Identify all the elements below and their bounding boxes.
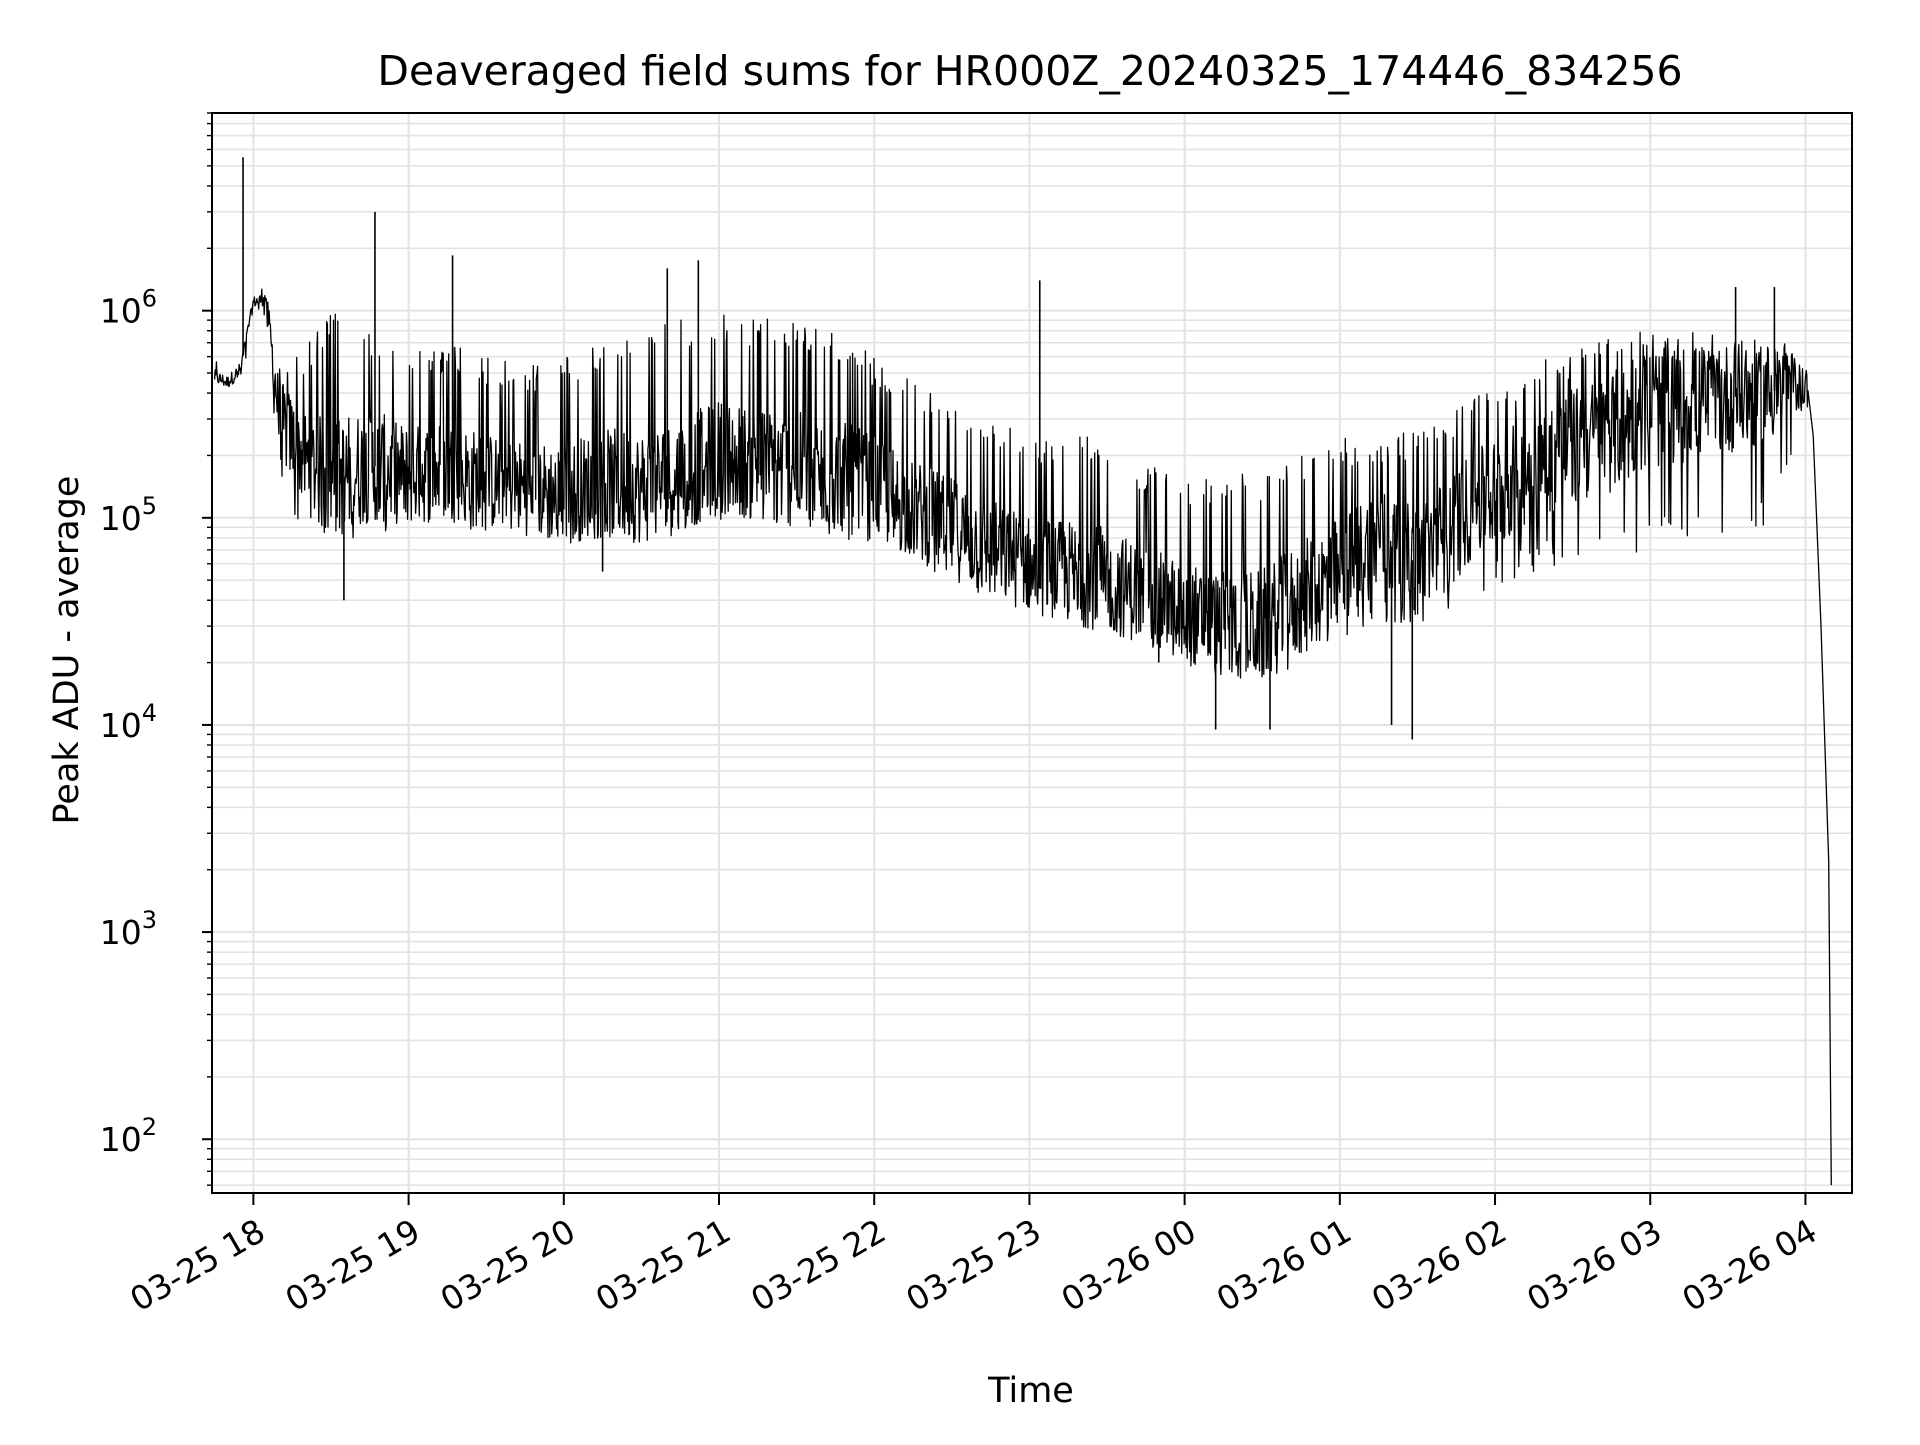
y-tick-base: 10	[100, 706, 142, 745]
plot-area-frame	[211, 112, 1853, 1194]
y-tick-label: 102	[100, 1113, 157, 1159]
y-tick-label: 105	[100, 492, 157, 538]
y-tick-exponent: 6	[142, 285, 157, 313]
y-tick-base: 10	[100, 1120, 142, 1159]
chart-title: Deaveraged field sums for HR000Z_2024032…	[377, 47, 1682, 95]
x-axis-label: Time	[987, 1371, 1074, 1411]
y-tick-exponent: 4	[142, 699, 157, 727]
y-axis-label: Peak ADU - average	[47, 476, 87, 825]
y-tick-label: 106	[100, 285, 157, 331]
y-tick-exponent: 2	[142, 1113, 157, 1141]
data-series	[213, 157, 1832, 1186]
y-tick-base: 10	[100, 292, 142, 331]
y-tick-label: 104	[100, 699, 157, 745]
y-tick-base: 10	[100, 913, 142, 952]
grid-lines	[212, 112, 1852, 1193]
y-tick-label: 103	[100, 906, 157, 952]
series-line	[213, 288, 1832, 1186]
y-tick-exponent: 5	[142, 492, 157, 520]
y-tick-base: 10	[100, 499, 142, 538]
y-tick-exponent: 3	[142, 906, 157, 934]
